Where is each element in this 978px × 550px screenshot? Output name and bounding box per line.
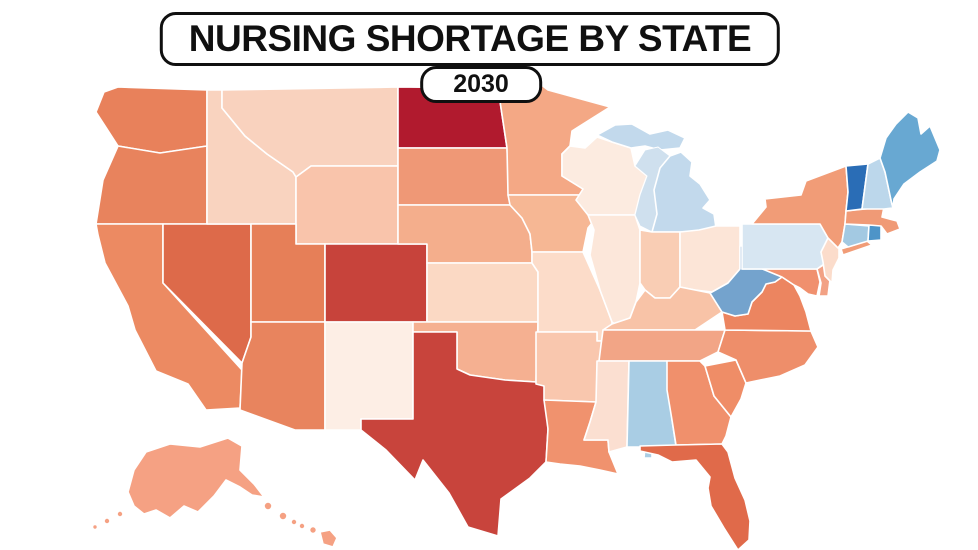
state-hawaii-island	[290, 518, 298, 526]
state-connecticut	[841, 223, 870, 248]
state-rhode-island	[867, 224, 882, 242]
state-arizona	[239, 321, 326, 431]
states-layer	[91, 83, 941, 550]
state-south-dakota	[397, 147, 511, 206]
state-hawaii-island	[263, 501, 273, 511]
state-pennsylvania	[741, 223, 829, 270]
state-oregon	[95, 145, 208, 225]
state-georgia	[666, 360, 732, 446]
state-hawaii-island	[298, 522, 306, 530]
state-kansas	[426, 262, 539, 323]
state-indiana	[639, 229, 681, 299]
year-badge: 2030	[420, 66, 542, 103]
state-texas	[360, 331, 549, 537]
state-alaska-aleutian-island	[103, 517, 111, 525]
state-north-carolina	[717, 329, 819, 384]
year-label: 2030	[453, 70, 509, 98]
state-michigan-upper-peninsula	[596, 123, 686, 151]
state-hawaii-island	[278, 511, 288, 521]
state-alaska	[127, 437, 265, 519]
state-florida	[639, 443, 751, 550]
state-new-jersey	[820, 237, 840, 284]
state-alaska-aleutian-island	[91, 523, 99, 531]
state-wyoming	[295, 165, 399, 245]
state-new-mexico	[324, 321, 414, 431]
state-hawaii-big-island	[319, 529, 338, 548]
page-title: NURSING SHORTAGE BY STATE	[188, 18, 752, 59]
state-hawaii-island	[308, 525, 318, 535]
state-tennessee	[598, 329, 726, 362]
state-colorado	[324, 243, 428, 323]
state-massachusetts	[844, 206, 901, 235]
title-badge: NURSING SHORTAGE BY STATE	[159, 12, 781, 66]
state-maine	[879, 111, 941, 209]
state-washington	[95, 86, 208, 154]
state-alaska-aleutian-island	[116, 510, 124, 518]
